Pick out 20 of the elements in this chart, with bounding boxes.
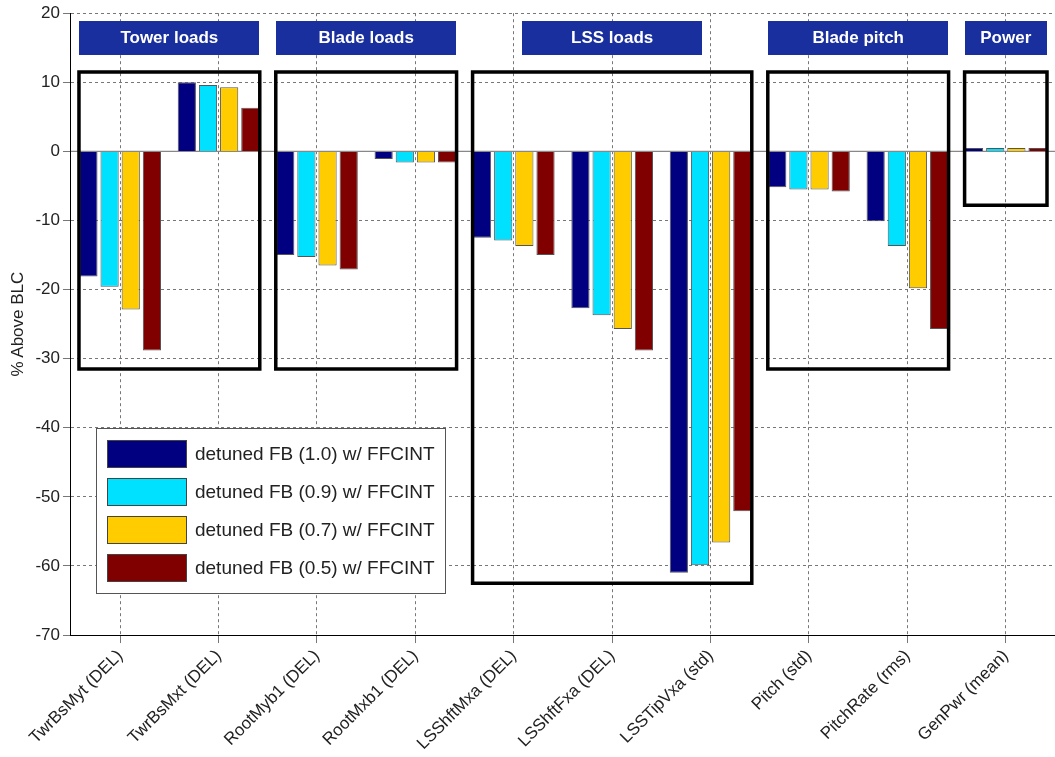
legend-label: detuned FB (1.0) w/ FFCINT xyxy=(194,442,435,465)
y-tick-label: 0 xyxy=(50,141,60,161)
y-tick-label: -50 xyxy=(35,486,60,506)
y-tick-label: 10 xyxy=(41,71,60,91)
y-tick-label: -20 xyxy=(35,279,60,299)
y-tick-label: -70 xyxy=(35,624,60,644)
y-axis-title: % Above BLC xyxy=(7,271,27,377)
y-tick-label: -60 xyxy=(35,555,60,575)
y-tick-label: -10 xyxy=(35,210,60,230)
annotation: Tower loads xyxy=(120,28,219,49)
y-tick-label: -40 xyxy=(35,417,60,437)
annotation: Blade loads xyxy=(318,28,414,49)
legend-label: detuned FB (0.5) w/ FFCINT xyxy=(194,556,435,579)
annotation: Power xyxy=(980,28,1032,49)
y-tick-label: 20 xyxy=(41,2,60,22)
y-tick-label: -30 xyxy=(35,348,60,368)
annotation: Blade pitch xyxy=(812,28,904,49)
legend-label: detuned FB (0.7) w/ FFCINT xyxy=(194,518,435,541)
legend-label: detuned FB (0.9) w/ FFCINT xyxy=(194,480,435,503)
annotation: LSS loads xyxy=(571,28,654,49)
